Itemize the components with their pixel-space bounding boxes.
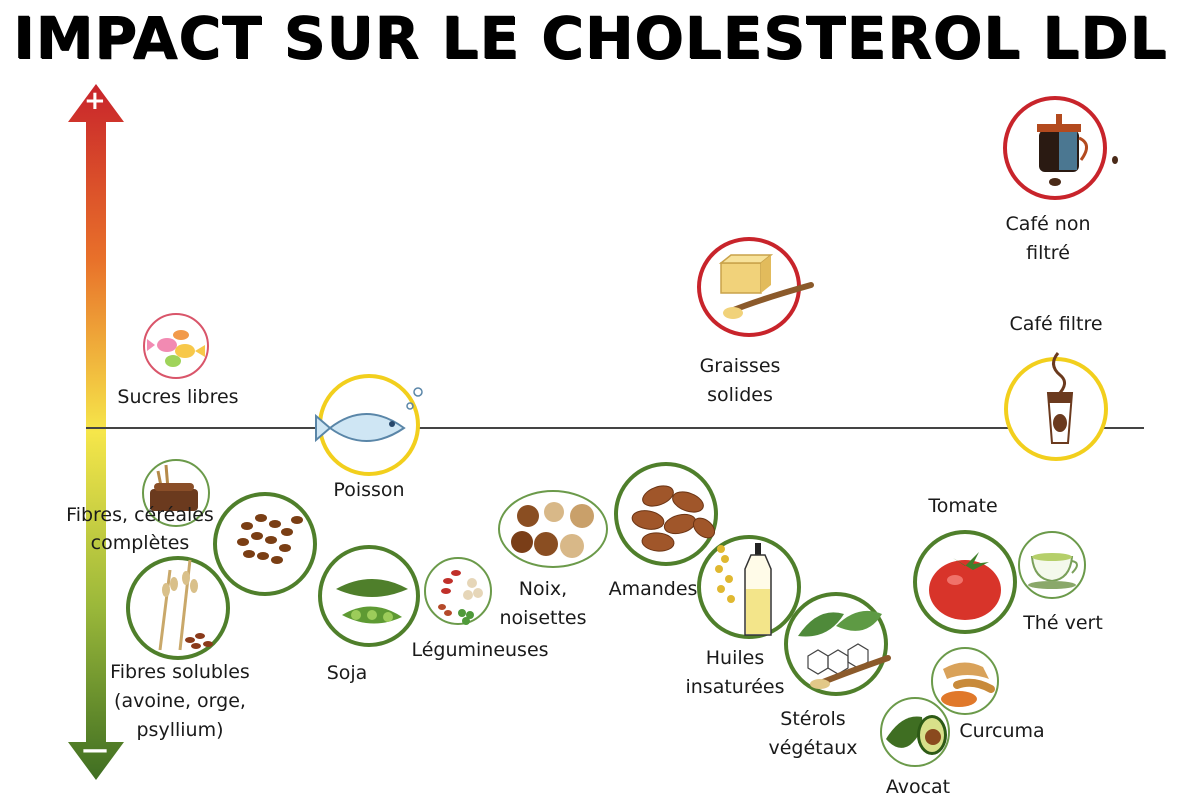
label-poisson: Poisson bbox=[333, 479, 405, 501]
label-huiles-2: insaturées bbox=[685, 676, 785, 698]
turmeric-icon bbox=[931, 647, 999, 715]
label-cafe-non-filtre-1: Café non bbox=[1005, 213, 1091, 235]
label-soja: Soja bbox=[326, 662, 368, 684]
almonds-icon bbox=[614, 462, 718, 566]
label-cafe-non-filtre-2: filtré bbox=[1026, 242, 1070, 264]
sterol-leaf-icon bbox=[784, 592, 891, 696]
label-curcuma: Curcuma bbox=[959, 720, 1045, 742]
oat-icon bbox=[126, 556, 230, 660]
decrease-sign: — bbox=[82, 735, 108, 765]
increase-sign: + bbox=[84, 86, 106, 116]
label-huiles-1: Huiles bbox=[705, 647, 765, 669]
page-title: IMPACT SUR LE CHOLESTEROL LDL bbox=[12, 4, 1168, 72]
label-noix-2: noisettes bbox=[499, 607, 587, 629]
label-graisses-1: Graisses bbox=[699, 355, 781, 377]
neutral-baseline bbox=[86, 427, 1144, 429]
label-avocat: Avocat bbox=[885, 776, 951, 798]
label-sterols-2: végétaux bbox=[768, 737, 858, 759]
label-fibres-solubles-2: (avoine, orge, bbox=[114, 690, 246, 712]
label-legumineuses: Légumineuses bbox=[411, 639, 549, 661]
legumes-icon bbox=[424, 557, 492, 625]
label-fibres-cereales-2: complètes bbox=[90, 532, 190, 554]
avocado-icon bbox=[880, 697, 950, 767]
butter-icon bbox=[697, 237, 814, 337]
label-fibres-cereales-1: Fibres, céréales bbox=[66, 504, 214, 526]
french-press-coffee-icon bbox=[1003, 96, 1118, 200]
tea-cup-icon bbox=[1018, 531, 1086, 599]
label-the-vert: Thé vert bbox=[1023, 612, 1103, 634]
seeds-icon bbox=[213, 492, 317, 596]
tomato-icon bbox=[913, 530, 1017, 634]
nuts-icon bbox=[498, 490, 608, 568]
label-sterols-1: Stérols bbox=[780, 708, 846, 730]
impact-axis-arrow bbox=[68, 84, 124, 780]
coffee-cup-icon bbox=[1004, 352, 1108, 461]
fish-icon bbox=[315, 374, 423, 476]
label-graisses-2: solides bbox=[707, 384, 773, 406]
soybean-icon bbox=[318, 545, 420, 647]
label-fibres-solubles-3: psyllium) bbox=[136, 719, 224, 741]
oil-bottle-icon bbox=[697, 535, 801, 639]
label-noix-1: Noix, bbox=[518, 578, 568, 600]
label-tomate: Tomate bbox=[928, 495, 998, 517]
label-fibres-solubles-1: Fibres solubles bbox=[110, 661, 250, 683]
candy-icon bbox=[143, 313, 209, 379]
label-sucres-libres: Sucres libres bbox=[117, 386, 239, 408]
bread-icon bbox=[142, 459, 210, 527]
label-amandes: Amandes bbox=[608, 578, 698, 600]
label-cafe-filtre: Café filtre bbox=[1009, 313, 1103, 335]
